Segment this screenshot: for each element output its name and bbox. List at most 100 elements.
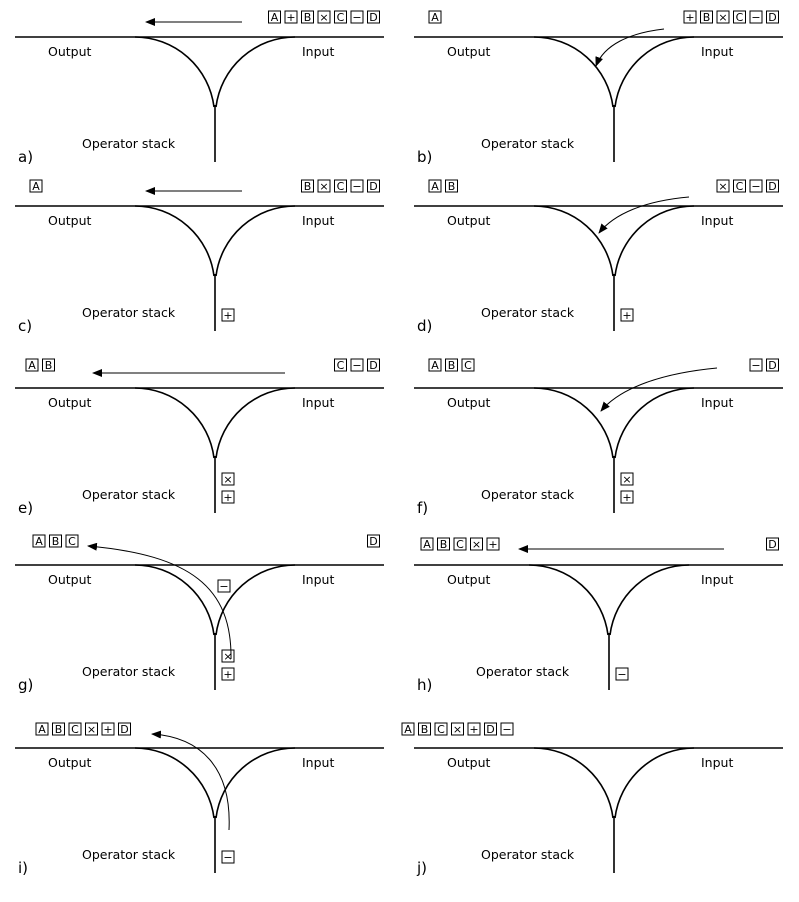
input-token: C <box>334 358 347 372</box>
svg-text:+: + <box>469 723 478 736</box>
svg-text:−: − <box>223 851 232 864</box>
svg-text:B: B <box>448 359 456 372</box>
output-token: × <box>451 722 464 736</box>
input-label: Input <box>302 44 334 59</box>
stack-token: + <box>620 308 634 322</box>
input-token: D <box>766 10 779 24</box>
svg-text:C: C <box>68 535 76 548</box>
svg-text:−: − <box>352 359 361 372</box>
svg-text:D: D <box>369 359 377 372</box>
svg-text:C: C <box>736 180 744 193</box>
track-curve-right <box>215 747 296 819</box>
svg-text:A: A <box>271 11 279 24</box>
svg-text:B: B <box>440 538 448 551</box>
svg-text:×: × <box>319 11 328 24</box>
svg-text:−: − <box>617 668 626 681</box>
output-token: A <box>428 358 442 372</box>
panel-h: Output Input Operator stack h) A B C × + D − <box>414 537 783 694</box>
svg-text:D: D <box>768 11 776 24</box>
svg-text:B: B <box>55 723 63 736</box>
pending-operator-token: − <box>217 579 231 593</box>
panel-d: Output Input Operator stack d) A B × C − D + <box>414 179 783 335</box>
svg-text:B: B <box>448 180 456 193</box>
svg-text:D: D <box>120 723 128 736</box>
input-token: C <box>733 10 746 24</box>
output-token: D <box>484 722 497 736</box>
input-label: Input <box>701 572 733 587</box>
panel-label: i) <box>18 859 28 877</box>
input-label: Input <box>701 755 733 770</box>
input-token: C <box>733 179 746 193</box>
track-curve-left <box>533 36 614 108</box>
output-token: A <box>35 722 49 736</box>
svg-text:+: + <box>488 538 497 551</box>
svg-text:C: C <box>437 723 445 736</box>
panel-label: j) <box>416 859 427 877</box>
output-token: B <box>52 722 65 736</box>
input-token: − <box>350 10 364 24</box>
track-curve-left <box>134 36 215 108</box>
output-token: A <box>428 179 442 193</box>
svg-text:B: B <box>52 535 60 548</box>
stack-token: × <box>221 472 235 486</box>
output-token: + <box>486 537 500 551</box>
svg-text:×: × <box>622 473 631 486</box>
svg-text:A: A <box>431 11 439 24</box>
input-token: A <box>268 10 281 24</box>
input-token: D <box>766 358 779 372</box>
panel-label: a) <box>18 148 33 166</box>
svg-text:C: C <box>337 11 345 24</box>
output-token: B <box>418 722 431 736</box>
output-token: B <box>49 534 62 548</box>
svg-text:−: − <box>219 580 228 593</box>
svg-text:+: + <box>223 491 232 504</box>
input-token: C <box>334 10 347 24</box>
panel-g: Output Input Operator stack g) A B C D × + − <box>15 534 384 694</box>
track-curve-right <box>609 564 690 636</box>
svg-text:×: × <box>87 723 96 736</box>
output-token: A <box>428 10 442 24</box>
track-curve-left <box>528 564 609 636</box>
panel-i: Output Input Operator stack i) A B C × + D − <box>15 722 384 877</box>
input-token: D <box>367 358 380 372</box>
output-label: Output <box>48 755 92 770</box>
svg-text:A: A <box>404 723 412 736</box>
panel-label: e) <box>18 499 33 517</box>
input-token: × <box>317 179 331 193</box>
output-token: A <box>25 358 39 372</box>
svg-text:−: − <box>352 180 361 193</box>
move-arrow <box>87 542 232 660</box>
output-token: + <box>467 722 481 736</box>
input-label: Input <box>302 572 334 587</box>
input-label: Input <box>302 395 334 410</box>
input-token: − <box>749 358 763 372</box>
panel-b: Output Input Operator stack b) A + B × C − D <box>414 10 783 166</box>
svg-text:B: B <box>304 180 312 193</box>
input-token: D <box>367 534 380 548</box>
output-token: B <box>445 179 458 193</box>
svg-text:−: − <box>352 11 361 24</box>
track-curve-left <box>134 205 215 277</box>
stack-token: + <box>620 490 634 504</box>
input-token: − <box>350 358 364 372</box>
svg-text:D: D <box>369 535 377 548</box>
output-token: C <box>434 722 448 736</box>
svg-text:+: + <box>685 11 694 24</box>
input-label: Input <box>302 755 334 770</box>
svg-text:C: C <box>464 359 472 372</box>
track-curve-right <box>614 205 695 277</box>
output-token: × <box>470 537 483 551</box>
input-token: D <box>367 179 380 193</box>
operator-stack-label: Operator stack <box>82 487 176 502</box>
svg-text:C: C <box>456 538 464 551</box>
input-token: D <box>766 179 779 193</box>
track-curve-right <box>614 747 695 819</box>
panel-e: Output Input Operator stack e) A B C − D × + <box>15 358 384 517</box>
output-token: × <box>85 722 98 736</box>
stack-token: − <box>615 667 629 681</box>
svg-text:A: A <box>431 359 439 372</box>
track-curve-left <box>533 747 614 819</box>
output-label: Output <box>447 395 491 410</box>
operator-stack-label: Operator stack <box>476 664 570 679</box>
input-token: × <box>317 10 331 24</box>
